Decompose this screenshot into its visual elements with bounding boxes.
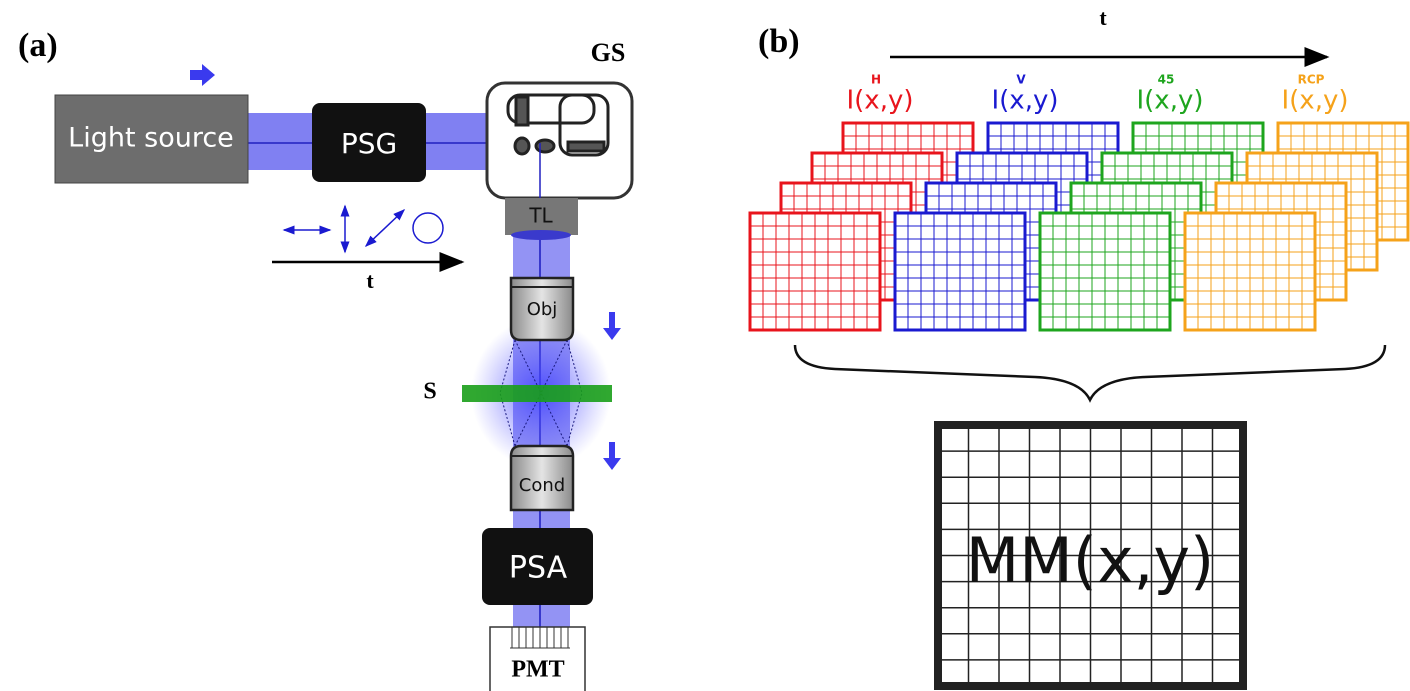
stack-label: I(x,y) — [1137, 86, 1204, 116]
obj-label: Obj — [527, 299, 558, 320]
stack-superscript: H — [871, 73, 881, 87]
stack-label: I(x,y) — [1282, 86, 1349, 116]
image-layer — [1185, 213, 1315, 330]
stack-superscript: RCP — [1298, 73, 1325, 87]
pmt-label: PMT — [511, 657, 564, 683]
psg-label: PSG — [341, 127, 397, 160]
direction-arrow — [603, 442, 621, 470]
cond-label: Cond — [519, 475, 565, 496]
stack-superscript: V — [1016, 73, 1026, 87]
sample-label: S — [423, 379, 436, 405]
image-layer — [1040, 213, 1170, 330]
image-stacks: I(x,y)HI(x,y)VI(x,y)45I(x,y)RCP — [750, 73, 1408, 331]
image-layer — [750, 213, 880, 330]
lens — [511, 230, 571, 240]
psa-label: PSA — [509, 551, 568, 586]
brace — [795, 345, 1385, 400]
time-label: t — [1099, 5, 1107, 30]
tl-label: TL — [528, 204, 553, 228]
sample — [462, 385, 612, 402]
panel-label: (a) — [18, 27, 58, 64]
stack-label: I(x,y) — [992, 86, 1059, 116]
light-source-label: Light source — [68, 123, 234, 154]
stack-superscript: 45 — [1158, 73, 1175, 87]
gs-label: GS — [591, 38, 626, 67]
mm-label: MM(x,y) — [966, 524, 1214, 597]
image-layer — [895, 213, 1025, 330]
direction-arrow — [190, 64, 215, 86]
figure: (a) Light source PSG GS t TL S Obj Cond — [0, 0, 1410, 691]
direction-arrow — [603, 312, 621, 340]
pmt-pins — [510, 627, 570, 648]
time-label: t — [366, 268, 374, 293]
polarization-states — [284, 206, 443, 252]
stack-label: I(x,y) — [847, 86, 914, 116]
panel-label: (b) — [758, 23, 800, 60]
